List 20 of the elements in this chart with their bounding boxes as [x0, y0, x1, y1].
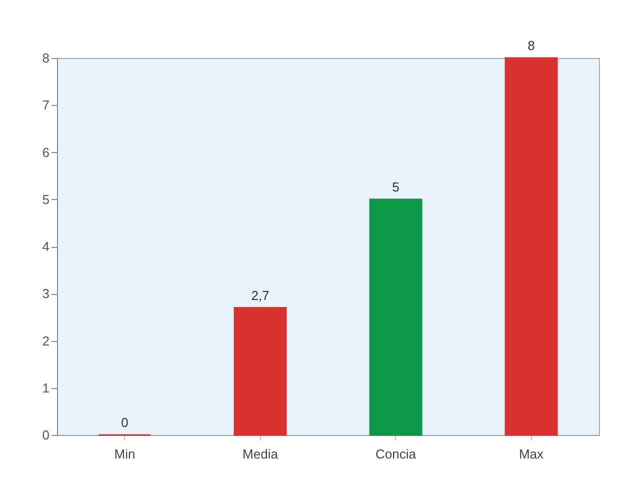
y-tick-label: 8	[42, 50, 50, 66]
x-tick-label: Concia	[376, 446, 417, 462]
x-tick-label: Media	[242, 446, 279, 462]
bar	[504, 57, 558, 436]
data-label: 0	[121, 415, 128, 430]
y-tick-label: 2	[42, 333, 50, 348]
x-tick-label: Min	[114, 446, 136, 462]
x-tick-label: Max	[518, 446, 544, 462]
y-tick-label: 3	[42, 286, 50, 302]
data-label: 5	[392, 179, 400, 194]
y-tick-label: 6	[42, 144, 50, 160]
data-label: 8	[528, 38, 535, 53]
bar	[234, 307, 287, 436]
y-tick-label: 5	[42, 192, 50, 207]
y-tick-label: 7	[42, 98, 50, 113]
y-tick-label: 0	[42, 428, 50, 442]
y-tick-label: 1	[42, 380, 50, 396]
y-tick-label: 4	[42, 239, 50, 254]
data-label: 2,7	[251, 288, 270, 303]
bar	[369, 198, 422, 436]
